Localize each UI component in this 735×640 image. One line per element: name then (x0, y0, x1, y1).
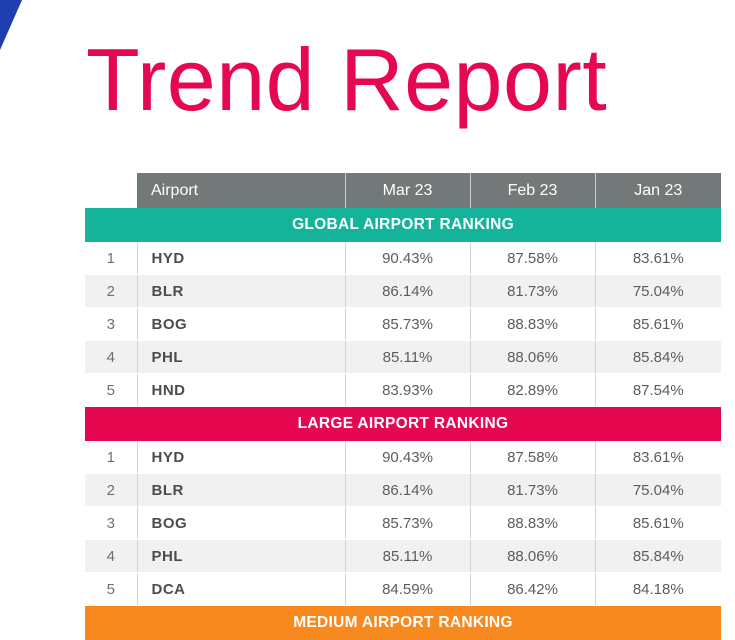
page-title: Trend Report (86, 30, 607, 130)
table-row: 2 BLR 86.14% 81.73% 75.04% (85, 474, 721, 507)
jan-value-cell: 83.61% (595, 441, 721, 474)
jan-value-cell: 85.84% (595, 540, 721, 573)
jan-value-cell: 84.18% (595, 573, 721, 606)
table-row: 1 HYD 90.43% 87.58% 83.61% (85, 441, 721, 474)
airport-cell: BLR (137, 474, 345, 507)
mar-value-cell: 86.14% (345, 275, 470, 308)
corner-accent-shape (0, 0, 30, 60)
table-row: 3 BOG 85.73% 88.83% 85.61% (85, 507, 721, 540)
mar-value-cell: 90.43% (345, 242, 470, 275)
mar-value-cell: 85.11% (345, 341, 470, 374)
feb-value-cell: 81.73% (470, 474, 595, 507)
table-row: 4 PHL 85.11% 88.06% 85.84% (85, 341, 721, 374)
jan-value-cell: 85.61% (595, 308, 721, 341)
jan-column-header: Jan 23 (595, 173, 721, 208)
table-row: 4 PHL 85.11% 88.06% 85.84% (85, 540, 721, 573)
jan-value-cell: 85.61% (595, 507, 721, 540)
airport-cell: BOG (137, 308, 345, 341)
feb-value-cell: 88.83% (470, 507, 595, 540)
rank-cell: 4 (85, 540, 137, 573)
section-header-row: GLOBAL AIRPORT RANKING (85, 208, 721, 242)
mar-value-cell: 83.93% (345, 374, 470, 407)
rank-cell: 3 (85, 507, 137, 540)
table-row: 5 HND 83.93% 82.89% 87.54% (85, 374, 721, 407)
airport-cell: HYD (137, 242, 345, 275)
airport-cell: PHL (137, 540, 345, 573)
feb-value-cell: 81.73% (470, 275, 595, 308)
jan-value-cell: 83.61% (595, 242, 721, 275)
jan-value-cell: 85.84% (595, 341, 721, 374)
rank-cell: 4 (85, 341, 137, 374)
airport-column-header: Airport (137, 173, 345, 208)
section-header-row: LARGE AIRPORT RANKING (85, 407, 721, 442)
feb-value-cell: 87.58% (470, 441, 595, 474)
large-section-title: LARGE AIRPORT RANKING (85, 407, 721, 442)
jan-value-cell: 87.54% (595, 374, 721, 407)
airport-cell: PHL (137, 341, 345, 374)
mar-column-header: Mar 23 (345, 173, 470, 208)
airport-cell: BLR (137, 275, 345, 308)
mar-value-cell: 85.73% (345, 308, 470, 341)
feb-value-cell: 82.89% (470, 374, 595, 407)
feb-value-cell: 88.83% (470, 308, 595, 341)
mar-value-cell: 84.59% (345, 573, 470, 606)
medium-section-title: MEDIUM AIRPORT RANKING (85, 606, 721, 640)
rank-header-blank (85, 173, 137, 208)
table-row: 5 DCA 84.59% 86.42% 84.18% (85, 573, 721, 606)
global-section-title: GLOBAL AIRPORT RANKING (85, 208, 721, 242)
table-row: 3 BOG 85.73% 88.83% 85.61% (85, 308, 721, 341)
airport-cell: HND (137, 374, 345, 407)
global-section: GLOBAL AIRPORT RANKING 1 HYD 90.43% 87.5… (85, 208, 721, 407)
airport-cell: DCA (137, 573, 345, 606)
table-row: 2 BLR 86.14% 81.73% 75.04% (85, 275, 721, 308)
airport-cell: BOG (137, 507, 345, 540)
airport-cell: HYD (137, 441, 345, 474)
rank-cell: 1 (85, 242, 137, 275)
mar-value-cell: 86.14% (345, 474, 470, 507)
feb-value-cell: 88.06% (470, 341, 595, 374)
mar-value-cell: 85.11% (345, 540, 470, 573)
ranking-table: Airport Mar 23 Feb 23 Jan 23 GLOBAL AIRP… (85, 173, 721, 640)
feb-value-cell: 87.58% (470, 242, 595, 275)
corner-accent-polygon (0, 0, 22, 50)
medium-section: MEDIUM AIRPORT RANKING (85, 606, 721, 640)
rank-cell: 5 (85, 573, 137, 606)
jan-value-cell: 75.04% (595, 275, 721, 308)
rank-cell: 1 (85, 441, 137, 474)
feb-value-cell: 88.06% (470, 540, 595, 573)
table-header-row: Airport Mar 23 Feb 23 Jan 23 (85, 173, 721, 208)
feb-value-cell: 86.42% (470, 573, 595, 606)
large-section: LARGE AIRPORT RANKING 1 HYD 90.43% 87.58… (85, 407, 721, 606)
rank-cell: 2 (85, 275, 137, 308)
feb-column-header: Feb 23 (470, 173, 595, 208)
rank-cell: 2 (85, 474, 137, 507)
table-row: 1 HYD 90.43% 87.58% 83.61% (85, 242, 721, 275)
rank-cell: 3 (85, 308, 137, 341)
section-header-row: MEDIUM AIRPORT RANKING (85, 606, 721, 640)
rank-cell: 5 (85, 374, 137, 407)
mar-value-cell: 90.43% (345, 441, 470, 474)
mar-value-cell: 85.73% (345, 507, 470, 540)
jan-value-cell: 75.04% (595, 474, 721, 507)
